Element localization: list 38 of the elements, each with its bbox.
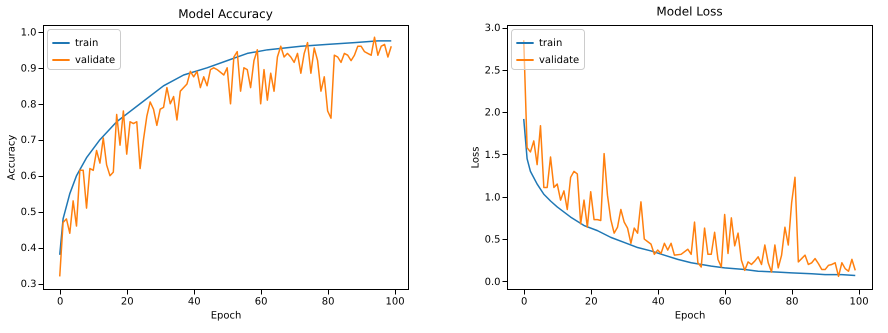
x-tick-label: 80 — [322, 296, 334, 308]
y-tick-label: 1.5 — [484, 150, 500, 161]
y-tick-label: 2.0 — [484, 108, 500, 119]
x-tick-label: 100 — [386, 296, 405, 308]
chart-title: Model Accuracy — [178, 7, 273, 21]
y-axis-title: Loss — [470, 146, 482, 168]
x-tick-label: 60 — [718, 296, 732, 308]
y-tick-label: 0.8 — [20, 99, 36, 110]
x-tick-label: 20 — [120, 296, 134, 308]
x-tick-label: 80 — [786, 296, 798, 308]
x-tick-label: 20 — [584, 296, 598, 308]
y-tick-label: 0.7 — [20, 135, 36, 146]
line-series — [522, 118, 856, 276]
y-axis-title: Accuracy — [6, 134, 18, 180]
y-tick-label: 0.5 — [484, 234, 500, 246]
y-tick-label: 0.3 — [20, 279, 36, 290]
x-tick-label: 40 — [188, 296, 201, 308]
legend-label: train — [539, 38, 562, 49]
y-tick-label: 0.9 — [20, 63, 36, 74]
y-tick-label: 1.0 — [484, 192, 500, 204]
y-tick-label: 1.0 — [20, 27, 36, 38]
y-tick-label: 0.5 — [20, 207, 36, 218]
x-tick-label: 40 — [652, 296, 665, 308]
chart-title: Model Loss — [656, 4, 723, 19]
x-axis-title: Epoch — [210, 310, 242, 322]
x-tick-label: 100 — [850, 296, 869, 308]
y-tick-label: 3.0 — [484, 23, 500, 34]
legend-label: train — [75, 38, 98, 49]
legend-label: validate — [75, 55, 116, 66]
y-tick-label: 0.0 — [484, 276, 500, 288]
y-tick-label: 0.6 — [20, 171, 36, 182]
legend-label: validate — [539, 55, 580, 66]
y-tick-label: 0.4 — [20, 243, 36, 254]
x-tick-label: 0 — [57, 296, 64, 308]
x-tick-label: 60 — [254, 296, 268, 308]
x-tick-label: 0 — [521, 296, 528, 308]
x-axis-title: Epoch — [674, 310, 706, 322]
y-tick-label: 2.5 — [484, 65, 500, 76]
